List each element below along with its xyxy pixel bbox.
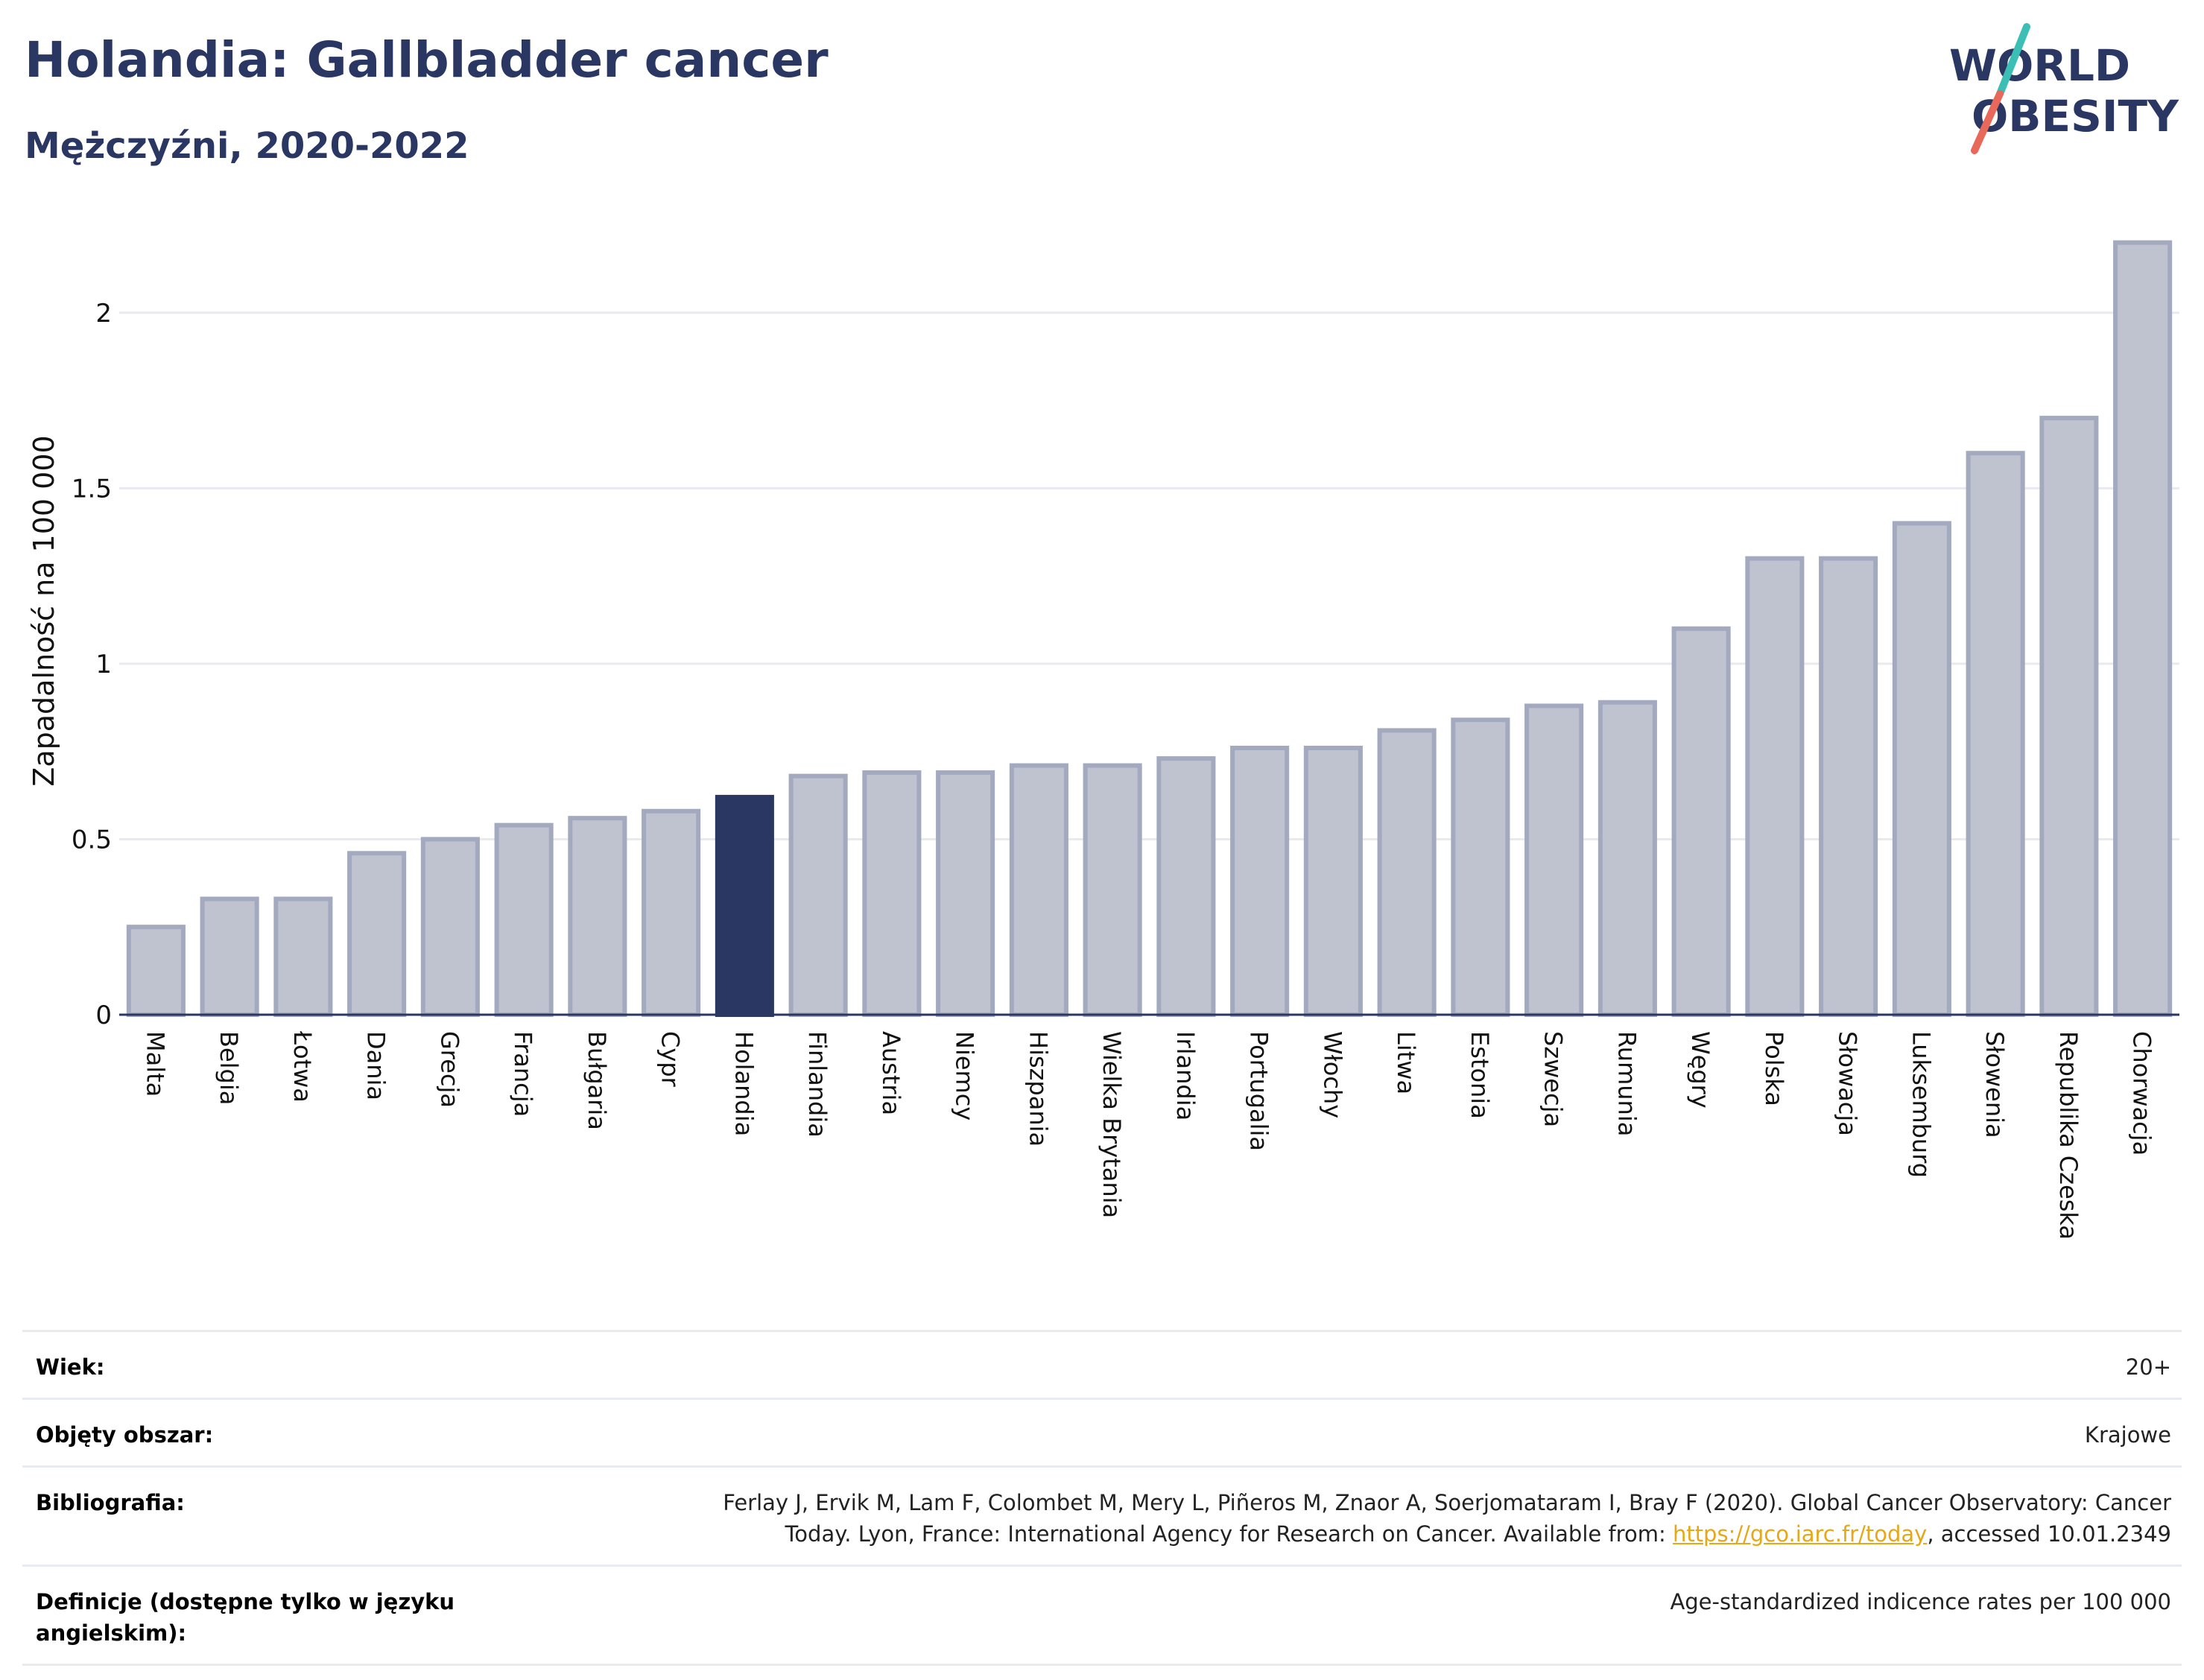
bar-chorwacja [2113, 240, 2173, 1017]
definitions-label: Definicje (dostępne tylko w języku angie… [36, 1589, 455, 1646]
coverage-value: Krajowe [2084, 1422, 2171, 1448]
bar-dania [347, 851, 407, 1018]
bibliography-line1: Ferlay J, Ervik M, Lam F, Colombet M, Me… [723, 1490, 2171, 1515]
x-tick-label: Republika Czeska [2054, 1031, 2083, 1240]
bar-słowenia [1966, 451, 2025, 1017]
x-tick-label: Litwa [1392, 1031, 1420, 1094]
age-value: 20+ [2125, 1354, 2171, 1380]
x-tick-label: Węgry [1686, 1031, 1714, 1109]
x-tick-label: Irlandia [1171, 1031, 1200, 1120]
logo-line2: OBESITY [1972, 91, 2179, 142]
bar-łotwa [273, 896, 333, 1017]
age-label: Wiek: [36, 1354, 105, 1380]
info-row-coverage: Objęty obszar: Krajowe [22, 1398, 2182, 1465]
x-tick-label: Szwecja [1539, 1031, 1568, 1127]
bar-portugalia [1230, 745, 1290, 1017]
x-tick-label: Cypr [656, 1031, 685, 1088]
x-tick-label: Francja [509, 1031, 537, 1117]
bar-litwa [1377, 728, 1437, 1018]
bar-niemcy [936, 770, 995, 1018]
y-axis-label: Zapadalność na 100 000 [28, 435, 60, 786]
chart-subtitle: Mężczyźni, 2020-2022 [25, 125, 469, 167]
axis-layer: 0 0.5 1 1.5 2 Malta Belgia Łotwa Dania Grecja Fran… [72, 299, 2179, 1240]
coverage-label: Objęty obszar: [36, 1422, 214, 1448]
info-row-definitions: Definicje (dostępne tylko w języku angie… [22, 1565, 2182, 1666]
x-tick-label: Finlandia [803, 1031, 832, 1138]
bar-hiszpania [1009, 763, 1068, 1017]
bibliography-link[interactable]: https://gco.iarc.fr/today [1672, 1521, 1928, 1547]
bar-francja [494, 822, 554, 1017]
logo-slash-bottom [1971, 90, 2004, 154]
x-tick-label: Malta [141, 1031, 169, 1097]
x-tick-label: Łotwa [288, 1030, 317, 1103]
x-tick-label: Luksemburg [1907, 1031, 1935, 1178]
bar-layer [126, 240, 2173, 1018]
bar-bułgaria [568, 816, 627, 1017]
bar-słowacja [1819, 556, 1878, 1017]
bibliography-line2-pre: Today. Lyon, France: International Agenc… [785, 1521, 1673, 1547]
info-table: Wiek: 20+ Objęty obszar: Krajowe Bibliog… [22, 1330, 2182, 1666]
bibliography-label: Bibliografia: [36, 1490, 185, 1515]
bibliography-line2: Today. Lyon, France: International Agenc… [723, 1518, 2171, 1550]
x-tick-label: Portugalia [1245, 1031, 1273, 1151]
x-tick-label: Austria [877, 1031, 905, 1115]
y-tick-label: 1 [95, 650, 112, 679]
x-tick-label: Hiszpania [1024, 1031, 1052, 1147]
bar-cypr [642, 808, 701, 1018]
bar-estonia [1451, 717, 1510, 1017]
bar-grecja [420, 837, 480, 1018]
info-row-bibliography: Bibliografia: Ferlay J, Ervik M, Lam F, … [22, 1465, 2182, 1565]
world-obesity-logo: WORLD OBESITY [1949, 23, 2179, 154]
x-tick-label: Słowenia [1980, 1031, 2009, 1138]
bar-wielka-brytania [1083, 763, 1142, 1017]
bar-republika-czeska [2039, 416, 2099, 1017]
x-tick-label: Belgia [215, 1031, 243, 1105]
bar-węgry [1671, 626, 1731, 1017]
logo-slash-top [1996, 23, 2030, 98]
bar-belgia [200, 896, 259, 1017]
bar-włochy [1303, 745, 1363, 1017]
bar-holandia [715, 794, 774, 1018]
logo-line1: WORLD [1949, 40, 2130, 91]
y-tick-label: 0 [95, 1001, 112, 1030]
bar-chart: 0 0.5 1 1.5 2 Malta Belgia Łotwa Dania Grecja Fran… [28, 240, 2179, 1240]
y-tick-label: 0.5 [72, 825, 112, 855]
bar-austria [862, 770, 922, 1018]
definitions-value: Age-standardized indicence rates per 100… [1670, 1589, 2171, 1614]
bibliography-line2-post: , accessed 10.01.2349 [1927, 1521, 2171, 1547]
bar-polska [1745, 556, 1805, 1017]
bar-luksemburg [1892, 521, 1951, 1017]
x-tick-label: Niemcy [951, 1031, 979, 1120]
bar-finlandia [788, 773, 848, 1017]
bar-irlandia [1156, 756, 1216, 1017]
x-tick-label: Wielka Brytania [1098, 1031, 1126, 1218]
info-row-age: Wiek: 20+ [22, 1330, 2182, 1398]
x-tick-label: Dania [362, 1031, 390, 1100]
bar-malta [126, 925, 186, 1017]
x-tick-label: Polska [1760, 1031, 1788, 1106]
y-tick-label: 2 [95, 299, 112, 329]
bibliography-value: Ferlay J, Ervik M, Lam F, Colombet M, Me… [723, 1487, 2171, 1550]
chart-title: Holandia: Gallbladder cancer [25, 31, 829, 89]
x-tick-label: Słowacja [1834, 1031, 1862, 1136]
x-tick-label: Bułgaria [583, 1031, 611, 1130]
x-tick-label: Grecja [435, 1031, 463, 1108]
bar-szwecja [1524, 703, 1584, 1018]
y-tick-label: 1.5 [72, 474, 112, 504]
bar-rumunia [1597, 700, 1657, 1017]
x-tick-label: Chorwacja [2128, 1031, 2156, 1156]
x-tick-label: Rumunia [1612, 1031, 1641, 1136]
x-tick-label: Włochy [1318, 1031, 1346, 1118]
x-tick-label: Holandia [729, 1031, 758, 1136]
x-tick-label: Estonia [1466, 1031, 1494, 1119]
